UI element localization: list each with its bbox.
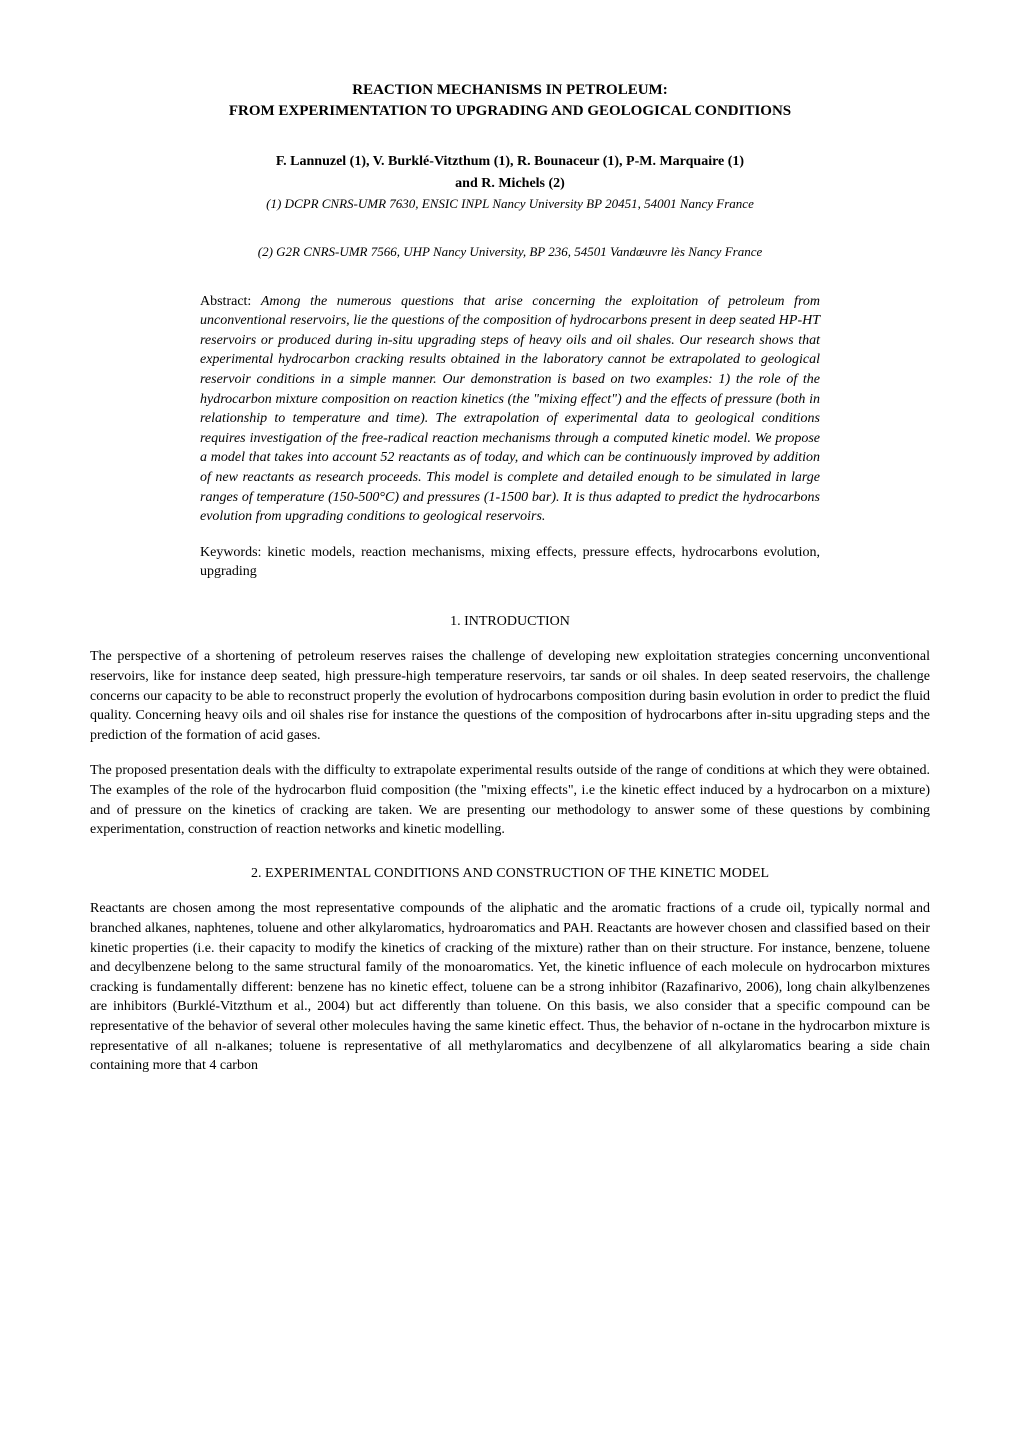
keywords-text: kinetic models, reaction mechanisms, mix…: [200, 545, 820, 580]
abstract-text: Among the numerous questions that arise …: [200, 294, 820, 525]
affiliation-2: (2) G2R CNRS-UMR 7566, UHP Nancy Univers…: [90, 243, 930, 261]
abstract-label: Abstract:: [200, 294, 261, 309]
paper-title: REACTION MECHANISMS IN PETROLEUM: FROM E…: [90, 80, 930, 122]
keywords-label: Keywords:: [200, 545, 267, 560]
section-1-paragraph-2: The proposed presentation deals with the…: [90, 761, 930, 839]
section-2-heading: 2. EXPERIMENTAL CONDITIONS AND CONSTRUCT…: [90, 864, 930, 884]
abstract-block: Abstract: Among the numerous questions t…: [200, 292, 820, 527]
section-1-paragraph-1: The perspective of a shortening of petro…: [90, 647, 930, 745]
affiliation-1: (1) DCPR CNRS-UMR 7630, ENSIC INPL Nancy…: [90, 195, 930, 213]
authors-line-1: F. Lannuzel (1), V. Burklé-Vitzthum (1),…: [90, 152, 930, 172]
authors-line-2: and R. Michels (2): [90, 174, 930, 194]
section-1-heading: 1. INTRODUCTION: [90, 612, 930, 632]
section-2-paragraph-1: Reactants are chosen among the most repr…: [90, 899, 930, 1075]
keywords-block: Keywords: kinetic models, reaction mecha…: [200, 543, 820, 582]
